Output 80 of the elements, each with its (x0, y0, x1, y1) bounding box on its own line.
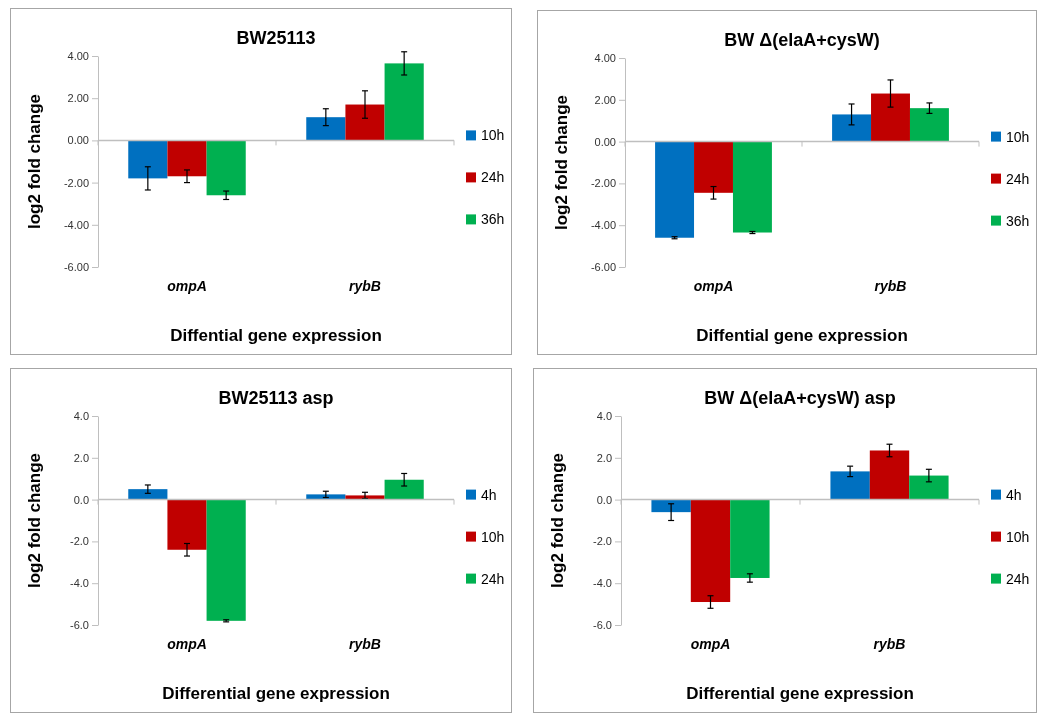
y-tick-label: 2.00 (67, 92, 89, 105)
bar (909, 475, 949, 500)
bar (830, 471, 870, 500)
bar (690, 499, 731, 603)
x-tick-label: ompA (693, 278, 734, 294)
y-tick-label: 4.00 (594, 52, 616, 65)
y-tick-label: 4.0 (73, 410, 89, 423)
chart-title: BW25113 asp (218, 388, 334, 408)
y-tick-label: -6.00 (63, 261, 89, 274)
bar (167, 499, 207, 550)
x-axis-title: Differential gene expression (162, 684, 390, 703)
legend-label: 10h (481, 528, 505, 545)
x-tick-label: rybB (349, 636, 381, 652)
y-axis-title: log2 fold change (25, 452, 44, 589)
y-tick-label: -4.0 (593, 577, 612, 590)
chart-title: BW Δ(elaA+cysW) (724, 30, 880, 50)
y-tick-label: -4.00 (63, 218, 89, 231)
bar (832, 114, 872, 142)
bar (128, 489, 168, 500)
bar (384, 63, 424, 141)
y-tick-label: 4.00 (67, 50, 89, 63)
y-axis-title: log2 fold change (548, 452, 567, 589)
legend-label: 24h (1006, 570, 1030, 587)
bar (651, 499, 691, 513)
bar (384, 479, 424, 500)
bar (345, 495, 385, 500)
x-axis-title: Diffential gene expression (170, 326, 382, 345)
y-tick-label: 2.0 (73, 451, 89, 464)
legend-label: 24h (481, 169, 505, 186)
x-tick-label: ompA (690, 636, 731, 652)
bar (167, 140, 207, 177)
legend-label: 36h (1006, 212, 1030, 229)
x-tick-label: rybB (873, 636, 906, 652)
y-tick-label: 0.0 (73, 493, 89, 506)
bar (306, 494, 346, 500)
legend-label: 36h (481, 211, 505, 228)
y-tick-label: -4.00 (590, 219, 616, 232)
y-tick-label: -6.0 (70, 619, 89, 632)
x-tick-label: rybB (349, 278, 381, 294)
bar (909, 108, 949, 142)
bar (694, 141, 733, 193)
bar (730, 499, 770, 578)
chart-title: BW25113 (236, 28, 316, 48)
y-tick-label: 0.00 (67, 134, 89, 147)
bar (128, 140, 168, 179)
bar (871, 93, 910, 142)
x-axis-title: Diffential gene expression (696, 326, 908, 345)
legend-label: 4h (1006, 486, 1022, 503)
y-tick-label: -2.00 (63, 176, 89, 189)
bar (655, 141, 695, 238)
y-tick-label: -2.0 (593, 535, 612, 548)
bar (732, 141, 772, 233)
x-tick-label: ompA (167, 278, 207, 294)
y-tick-label: -2.00 (590, 177, 616, 190)
y-tick-label: 2.0 (596, 451, 612, 464)
legend-label: 10h (481, 127, 505, 144)
y-tick-label: -6.0 (593, 619, 612, 632)
chart-title: BW Δ(elaA+cysW) asp (704, 388, 896, 408)
bar (869, 450, 910, 500)
y-axis-title: log2 fold change (552, 94, 571, 231)
y-tick-label: 0.00 (594, 135, 616, 148)
bar (345, 104, 385, 141)
x-tick-label: ompA (167, 636, 207, 652)
y-axis-title: log2 fold change (25, 93, 44, 230)
y-tick-label: 4.0 (596, 410, 612, 423)
x-tick-label: rybB (874, 278, 907, 294)
legend-label: 4h (481, 486, 497, 503)
bar (306, 117, 346, 141)
legend-label: 10h (1006, 528, 1030, 545)
y-tick-label: -2.0 (70, 535, 89, 548)
y-tick-label: 0.0 (596, 493, 612, 506)
y-tick-label: -6.00 (590, 261, 616, 274)
y-tick-label: -4.0 (70, 577, 89, 590)
legend-label: 24h (481, 570, 505, 587)
legend-label: 24h (1006, 170, 1030, 187)
bar (206, 499, 246, 621)
x-axis-title: Differential gene expression (686, 684, 914, 703)
bar (206, 140, 246, 196)
y-tick-label: 2.00 (594, 93, 616, 106)
legend-label: 10h (1006, 128, 1030, 145)
